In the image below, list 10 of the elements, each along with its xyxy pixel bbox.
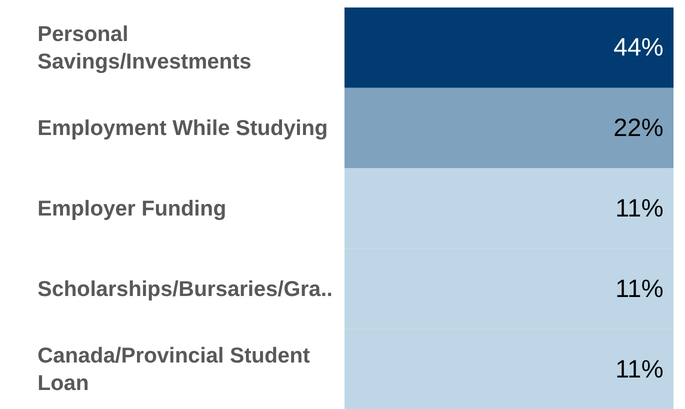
- y-tick-label: Scholarships/Bursaries/Gra..: [38, 276, 333, 301]
- y-tick-label: Employment While Studying: [38, 116, 328, 140]
- data-label: 22%: [613, 114, 664, 142]
- data-label: 11%: [615, 194, 664, 222]
- data-label: 44%: [613, 34, 664, 62]
- data-label: 11%: [615, 355, 664, 384]
- y-tick-label: Canada/Provincial Student Loan: [38, 344, 310, 396]
- data-label: 11%: [615, 274, 664, 303]
- y-tick-label: Employer Funding: [38, 196, 226, 220]
- y-tick-label: Personal Savings/Investments: [38, 22, 252, 74]
